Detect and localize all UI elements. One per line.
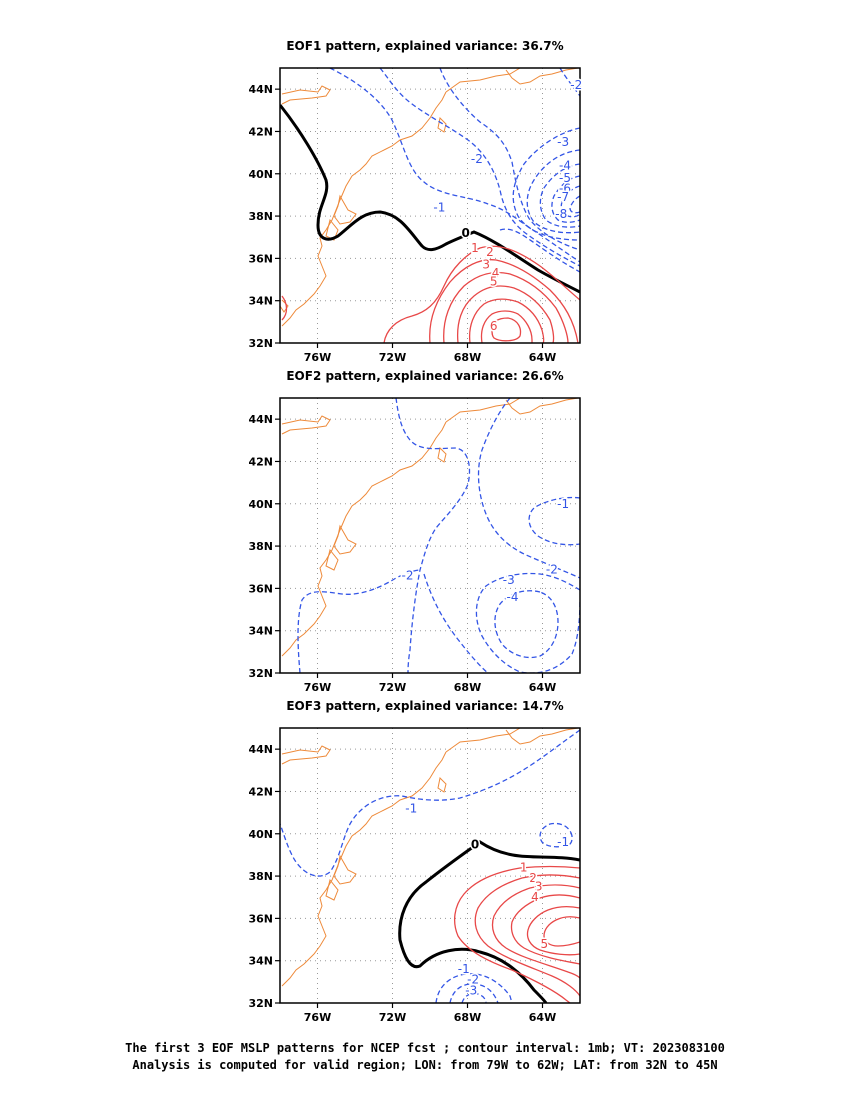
eof1-xtick-label: 68W	[454, 351, 481, 364]
eof1-ytick-label: 42N	[248, 125, 273, 138]
eof3-ticks: 76W 72W 68W 64W 32N 34N 36N 38N 40N 42N 44N	[248, 743, 556, 1024]
eof1-contour-label: -3	[557, 135, 569, 149]
eof3-contour-label: 4	[531, 890, 539, 904]
eof3-ytick-label: 36N	[248, 912, 273, 925]
eof3-contour-label: -1	[458, 962, 470, 976]
eof1-contour-label: -6	[559, 182, 571, 196]
eof2-gridlines	[280, 398, 580, 674]
eof3-coastline	[281, 728, 579, 987]
eof3-ytick-label: 40N	[248, 828, 273, 841]
eof1-contour-label: -2	[570, 78, 582, 92]
eof2-contour-label: -2	[546, 562, 558, 576]
eof1-contour-label: -2	[471, 152, 483, 166]
eof2-panel: EOF2 pattern, explained variance: 26.6%	[248, 369, 581, 694]
eof1-contour-label: 1	[471, 241, 479, 255]
eof3-contour-label: 2	[529, 871, 537, 885]
eof3-contour-label: 1	[520, 861, 528, 875]
eof3-contour-label: 3	[535, 880, 543, 894]
eof2-title: EOF2 pattern, explained variance: 26.6%	[286, 369, 563, 383]
eof3-panel: EOF3 pattern, explained variance: 14.7%	[248, 699, 581, 1024]
eof3-contour-label: -1	[405, 801, 417, 815]
figure-caption-line1: The first 3 EOF MSLP patterns for NCEP f…	[125, 1041, 725, 1055]
figure-caption-line2: Analysis is computed for valid region; L…	[132, 1058, 718, 1072]
eof2-xtick-label: 64W	[529, 681, 556, 694]
eof2-contour-label: -1	[557, 497, 569, 511]
eof1-contour-label: -4	[559, 158, 571, 172]
eof1-contour-label: 6	[490, 319, 498, 333]
eof1-contour-label: 4	[492, 266, 500, 280]
eof1-xtick-label: 76W	[304, 351, 331, 364]
eof1-ytick-label: 44N	[248, 83, 273, 96]
eof2-xtick-label: 72W	[379, 681, 406, 694]
eof2-frame	[279, 397, 581, 674]
eof1-contour-label: 2	[486, 245, 494, 259]
eof1-ytick-label: 32N	[248, 337, 273, 350]
eof1-xtick-label: 72W	[379, 351, 406, 364]
eof1-contour-label: 3	[482, 258, 490, 272]
eof2-ytick-label: 36N	[248, 582, 273, 595]
eof3-contour-label: -2	[467, 973, 479, 987]
eof1-zero-contour	[280, 104, 580, 294]
eof2-ytick-label: 32N	[248, 667, 273, 680]
eof2-xtick-label: 76W	[304, 681, 331, 694]
eof1-contour-label: -7	[557, 190, 569, 204]
eof3-ytick-label: 42N	[248, 785, 273, 798]
eof3-ytick-label: 38N	[248, 870, 273, 883]
eof2-xtick-label: 68W	[454, 681, 481, 694]
eof1-ytick-label: 36N	[248, 252, 273, 265]
eof3-contour-label: 5	[541, 937, 549, 951]
eof3-ytick-label: 32N	[248, 997, 273, 1010]
eof1-ytick-label: 38N	[248, 210, 273, 223]
eof3-ytick-label: 44N	[248, 743, 273, 756]
eof2-ytick-label: 34N	[248, 625, 273, 638]
eof1-contour-label: -8	[555, 207, 567, 221]
eof3-contour-label: 0	[471, 837, 479, 851]
eof2-ytick-label: 44N	[248, 413, 273, 426]
eof3-xtick-label: 68W	[454, 1011, 481, 1024]
eof2-negative-contours	[297, 398, 580, 673]
eof1-ticks: 76W 72W 68W 64W 32N 34N 36N 38N 40N 42N 44N	[248, 83, 556, 364]
eof2-contour-labels: -1 -2 -2 -3 -4	[400, 495, 571, 605]
eof2-contour-label: -4	[507, 590, 519, 604]
eof1-negative-contours	[329, 68, 580, 273]
eof3-ytick-label: 34N	[248, 955, 273, 968]
eof3-title: EOF3 pattern, explained variance: 14.7%	[286, 699, 563, 713]
eof1-contour-label: -1	[433, 201, 445, 215]
eof2-ytick-label: 42N	[248, 455, 273, 468]
eof1-panel: EOF1 pattern, explained variance: 36.7%	[248, 39, 584, 364]
eof1-xtick-label: 64W	[529, 351, 556, 364]
eof1-coastline	[280, 68, 579, 327]
eof2-coastline	[281, 398, 579, 657]
eof1-ytick-label: 40N	[248, 168, 273, 181]
eof2-ytick-label: 40N	[248, 498, 273, 511]
eof3-frame	[279, 727, 581, 1004]
eof3-xtick-label: 76W	[304, 1011, 331, 1024]
eof1-positive-contours	[281, 245, 580, 343]
eof3-xtick-label: 64W	[529, 1011, 556, 1024]
eof3-xtick-label: 72W	[379, 1011, 406, 1024]
eof1-contour-label: -5	[559, 171, 571, 185]
eof1-contour-label: 5	[490, 275, 498, 289]
eof3-contour-label: -1	[557, 835, 569, 849]
eof1-title: EOF1 pattern, explained variance: 36.7%	[286, 39, 563, 53]
eof2-contour-label: -3	[503, 573, 515, 587]
eof1-frame	[279, 67, 581, 344]
eof2-ticks: 76W 72W 68W 64W 32N 34N 36N 38N 40N 42N 44N	[248, 413, 556, 694]
eof2-contour-label: -2	[402, 569, 414, 583]
eof-figure: EOF1 pattern, explained variance: 36.7%	[248, 39, 584, 1024]
eof3-contour-label: -3	[465, 983, 477, 997]
eof1-contour-label: 0	[461, 226, 469, 240]
eof3-negative-contours	[280, 729, 580, 1003]
eof1-ytick-label: 34N	[248, 295, 273, 308]
eof2-ytick-label: 38N	[248, 540, 273, 553]
eof3-positive-contours	[453, 865, 580, 1003]
eof3-gridlines	[280, 728, 580, 1004]
